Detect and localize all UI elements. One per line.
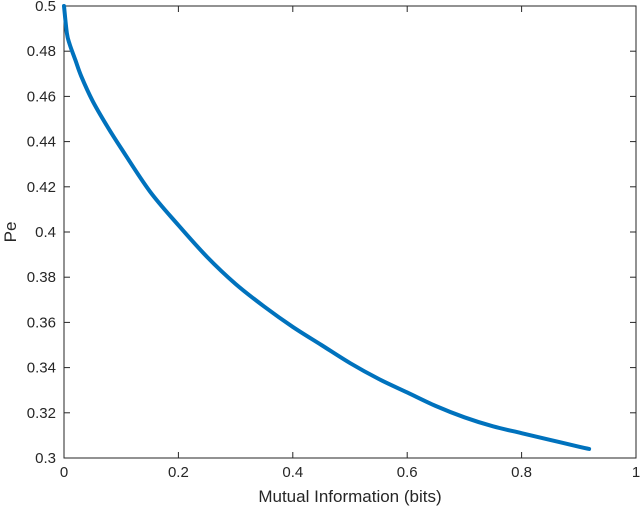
series-layer (62, 4, 592, 451)
y-tick-label: 0.34 (27, 360, 56, 377)
series-line (62, 4, 592, 451)
y-tick-label: 0.46 (27, 88, 56, 105)
y-tick-label: 0.36 (27, 314, 56, 331)
x-tick-label: 0.4 (282, 464, 303, 481)
x-tick-labels: 0 0.2 0.4 0.6 0.8 1 (60, 464, 640, 481)
x-tick-label: 0.2 (168, 464, 189, 481)
y-tick-label: 0.42 (27, 179, 56, 196)
x-tick-label: 1 (632, 464, 640, 481)
plot-area (63, 5, 637, 459)
x-axis-label: Mutual Information (bits) (258, 487, 441, 506)
axis-ticks (63, 5, 637, 459)
y-tick-label: 0.5 (35, 0, 56, 15)
y-tick-label: 0.38 (27, 269, 56, 286)
y-tick-label: 0.3 (35, 450, 56, 467)
x-tick-label: 0 (60, 464, 68, 481)
y-tick-labels: 0.3 0.32 0.34 0.36 0.38 0.4 0.42 0.44 0.46 0.48 0.… (27, 0, 56, 467)
y-tick-label: 0.4 (35, 224, 56, 241)
x-tick-label: 0.8 (511, 464, 532, 481)
y-tick-label: 0.32 (27, 405, 56, 422)
y-tick-label: 0.44 (27, 134, 56, 151)
x-tick-label: 0.6 (397, 464, 418, 481)
y-axis-label: Pe (1, 222, 20, 243)
y-tick-label: 0.48 (27, 43, 56, 60)
